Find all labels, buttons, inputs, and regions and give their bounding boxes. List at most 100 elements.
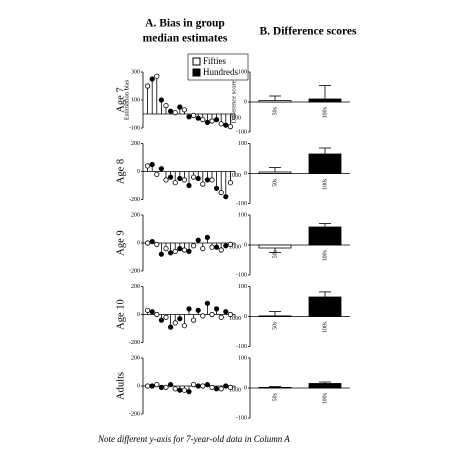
footnote: Note different y-axis for 7-year-old dat… — [97, 434, 290, 444]
x-tick-label: 100s — [322, 392, 328, 404]
y-tick-label: 0 — [244, 314, 247, 320]
dot — [158, 251, 164, 257]
dot — [154, 241, 160, 247]
dot — [223, 122, 229, 128]
bar — [308, 98, 342, 103]
y-tick-label: 0 — [137, 240, 140, 246]
dot — [195, 237, 201, 243]
y-axis-label: Difference score — [230, 80, 237, 123]
dot — [154, 311, 160, 318]
column-b-title: B. Difference scores — [260, 26, 357, 38]
y-tick-label: 200 — [131, 284, 140, 290]
y-tick-label: -200 — [129, 340, 140, 346]
dot — [158, 317, 164, 323]
x-tick-label: 50s — [272, 178, 278, 187]
dot — [209, 384, 215, 390]
y-tick-label: -100 — [129, 125, 140, 131]
row-label: Age 7 — [115, 87, 126, 112]
y-tick-label: 0 — [244, 171, 247, 177]
column-a-title: median estimates — [143, 33, 228, 45]
dot — [191, 381, 197, 388]
dot — [223, 243, 229, 249]
y-tick-label: -100 — [236, 129, 247, 135]
dot — [149, 239, 155, 245]
dot — [227, 180, 233, 186]
dot — [172, 110, 178, 116]
row-label: Age 8 — [115, 159, 126, 184]
dot — [168, 108, 174, 114]
bar — [258, 386, 292, 389]
legend-swatch — [192, 57, 201, 66]
dot — [200, 117, 206, 123]
y-tick-label: -100 — [236, 344, 247, 350]
legend-swatch — [192, 68, 201, 77]
y-tick-label: 100 — [238, 69, 247, 75]
bar — [258, 171, 292, 174]
dot — [186, 388, 192, 395]
dot — [195, 175, 201, 182]
y-tick-label: -200 — [129, 411, 140, 417]
y-tick-label: 100 — [238, 355, 247, 361]
y-tick-label: 300 — [131, 69, 140, 75]
dot — [218, 121, 224, 127]
dot — [145, 307, 151, 313]
y-tick-label: 200 — [131, 212, 140, 218]
y-tick-label: 100 — [238, 212, 247, 218]
dot — [227, 311, 233, 318]
dot — [186, 306, 192, 312]
dot — [209, 311, 215, 318]
x-tick-label: 1000 — [229, 387, 241, 393]
dot — [214, 244, 220, 250]
x-tick-label: 50s — [272, 106, 278, 115]
row-label: Age 9 — [115, 230, 126, 255]
dot — [186, 114, 192, 120]
dot — [168, 250, 174, 256]
dot — [191, 243, 197, 249]
dot — [223, 194, 229, 200]
x-tick-label: 100s — [322, 178, 328, 190]
x-tick-label: 1000 — [229, 316, 241, 322]
bar — [258, 100, 292, 103]
dot — [172, 248, 178, 254]
dot — [218, 386, 224, 392]
y-tick-label: 100 — [238, 141, 247, 147]
dot — [191, 174, 197, 180]
dot — [163, 103, 169, 109]
dot — [149, 76, 155, 82]
dot — [218, 247, 224, 253]
dot — [145, 163, 151, 169]
dot — [149, 161, 155, 168]
x-tick-label: 100s — [322, 106, 328, 118]
dot — [195, 115, 201, 121]
bar — [308, 383, 342, 389]
dot — [172, 320, 178, 326]
dot — [195, 307, 201, 313]
legend-label: Fifties — [203, 56, 226, 66]
dot — [200, 383, 206, 389]
dot — [186, 182, 192, 189]
dot — [172, 386, 178, 392]
dot — [181, 247, 187, 253]
y-tick-label: -100 — [236, 272, 247, 278]
dot — [163, 177, 169, 183]
dot — [209, 118, 215, 124]
dot — [177, 104, 183, 110]
dot — [214, 185, 220, 191]
y-tick-label: 0 — [244, 99, 247, 105]
dot — [214, 386, 220, 392]
dot — [149, 383, 155, 389]
column-a-title: A. Bias in group — [145, 18, 225, 30]
dot — [214, 306, 220, 312]
dot — [163, 384, 169, 390]
dot — [177, 387, 183, 393]
dot — [177, 175, 183, 182]
y-tick-label: 200 — [131, 355, 140, 361]
x-tick-label: 50s — [272, 392, 278, 401]
dot — [181, 387, 187, 393]
x-tick-label: 50s — [272, 321, 278, 330]
x-tick-label: 50s — [272, 249, 278, 258]
dot — [227, 384, 233, 390]
dot — [163, 314, 169, 320]
dot — [204, 177, 210, 183]
